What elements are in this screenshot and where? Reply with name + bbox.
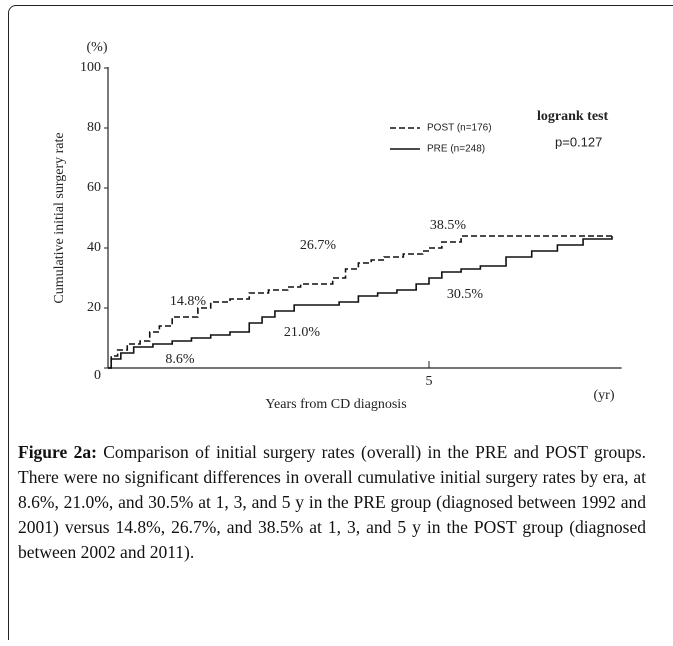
y-tick-label: 20 <box>87 300 101 315</box>
annotation: 8.6% <box>165 352 195 367</box>
annotation: logrank test <box>537 109 609 124</box>
survival-curve <box>108 236 613 369</box>
figure-frame <box>8 5 673 640</box>
caption: Figure 2a: Comparison of initial surgery… <box>18 440 646 565</box>
caption-text: Comparison of initial surgery rates (ove… <box>18 442 646 562</box>
annotation: 21.0% <box>284 325 321 340</box>
y-axis-label: Cumulative initial surgery rate <box>52 132 67 303</box>
annotation: 38.5% <box>430 218 467 233</box>
survival-curve <box>108 235 612 369</box>
caption-label: Figure 2a: <box>18 442 97 462</box>
annotation: p=0.127 <box>555 134 602 149</box>
annotation: 26.7% <box>300 238 337 253</box>
legend-label: PRE (n=248) <box>427 144 485 155</box>
y-tick-label: 0 <box>94 368 101 383</box>
y-tick-label: 80 <box>87 120 101 135</box>
chart: (%) (yr) Cumulative initial surgery rate… <box>52 40 622 412</box>
annotation: 30.5% <box>447 287 484 302</box>
annotation: 14.8% <box>170 294 207 309</box>
y-tick-label: 40 <box>87 240 101 255</box>
x-axis-label: Years from CD diagnosis <box>265 397 406 412</box>
x-unit: (yr) <box>594 388 615 403</box>
y-tick-label: 100 <box>80 60 101 75</box>
x-tick-label: 5 <box>426 374 433 389</box>
legend-label: POST (n=176) <box>427 123 492 134</box>
y-unit: (%) <box>87 40 108 55</box>
y-tick-label: 60 <box>87 180 101 195</box>
